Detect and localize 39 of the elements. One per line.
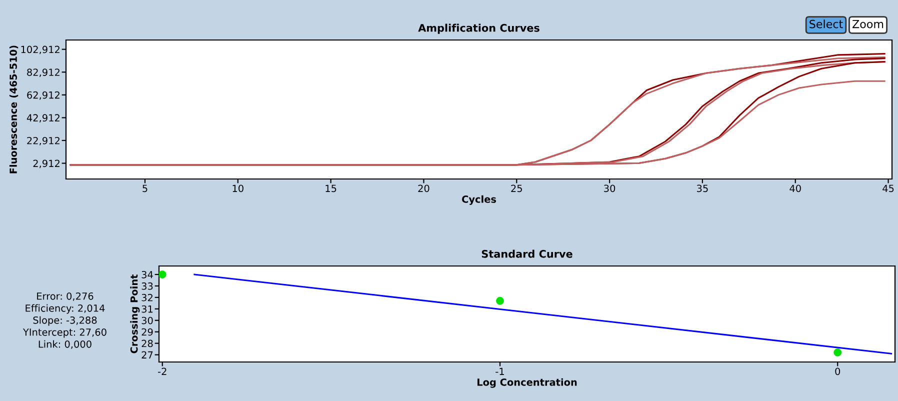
- y-tick-label: 29: [142, 328, 153, 336]
- y-tick-label: 32: [142, 294, 152, 302]
- y-tick-label: 28: [142, 340, 153, 348]
- y-axis-title: Fluorescence (465-510): [9, 46, 18, 174]
- chart-title: Amplification Curves: [418, 24, 540, 34]
- x-axis-title: Log Concentration: [477, 378, 577, 388]
- x-tick-label: 45: [882, 184, 894, 192]
- y-tick-label: 42,912: [26, 114, 60, 123]
- y-tick-label: 33: [142, 282, 153, 290]
- text: Select: [810, 20, 843, 28]
- x-tick-label: -1: [496, 368, 504, 375]
- y-tick-label: 27: [142, 351, 153, 358]
- x-tick-label: 0: [835, 368, 840, 376]
- y-tick-label: 2,912: [33, 160, 60, 168]
- text: Error: 0,276: [37, 292, 94, 301]
- x-tick-label: 10: [232, 184, 244, 192]
- x-tick-label: 35: [697, 184, 708, 192]
- y-tick-label: 102,912: [21, 46, 60, 54]
- x-tick-label: 5: [142, 184, 148, 192]
- x-tick-label: 15: [326, 184, 336, 192]
- y-tick-label: 34: [142, 270, 153, 278]
- text: Efficiency: 2,014: [26, 304, 105, 314]
- y-tick-label: 62,912: [27, 91, 60, 100]
- x-tick-label: -2: [158, 368, 166, 375]
- chart-title: Standard Curve: [482, 250, 572, 258]
- text: Slope: -3,288: [33, 316, 97, 326]
- y-tick-label: 31: [142, 305, 153, 313]
- x-tick-label: 20: [418, 184, 430, 192]
- y-tick-label: 22,912: [27, 136, 60, 146]
- y-tick-label: 30: [142, 316, 153, 324]
- text: YIntercept: 27,60: [22, 328, 106, 338]
- x-tick-label: 30: [604, 184, 616, 192]
- text: Zoom: [852, 20, 884, 28]
- x-tick-label: 25: [511, 184, 522, 192]
- x-tick-label: 40: [790, 184, 801, 192]
- text: Link: 0,000: [38, 340, 92, 349]
- y-tick-label: 82,912: [27, 68, 60, 77]
- y-axis-title: Crossing Point: [130, 274, 140, 354]
- x-axis-title: Cycles: [462, 195, 496, 205]
